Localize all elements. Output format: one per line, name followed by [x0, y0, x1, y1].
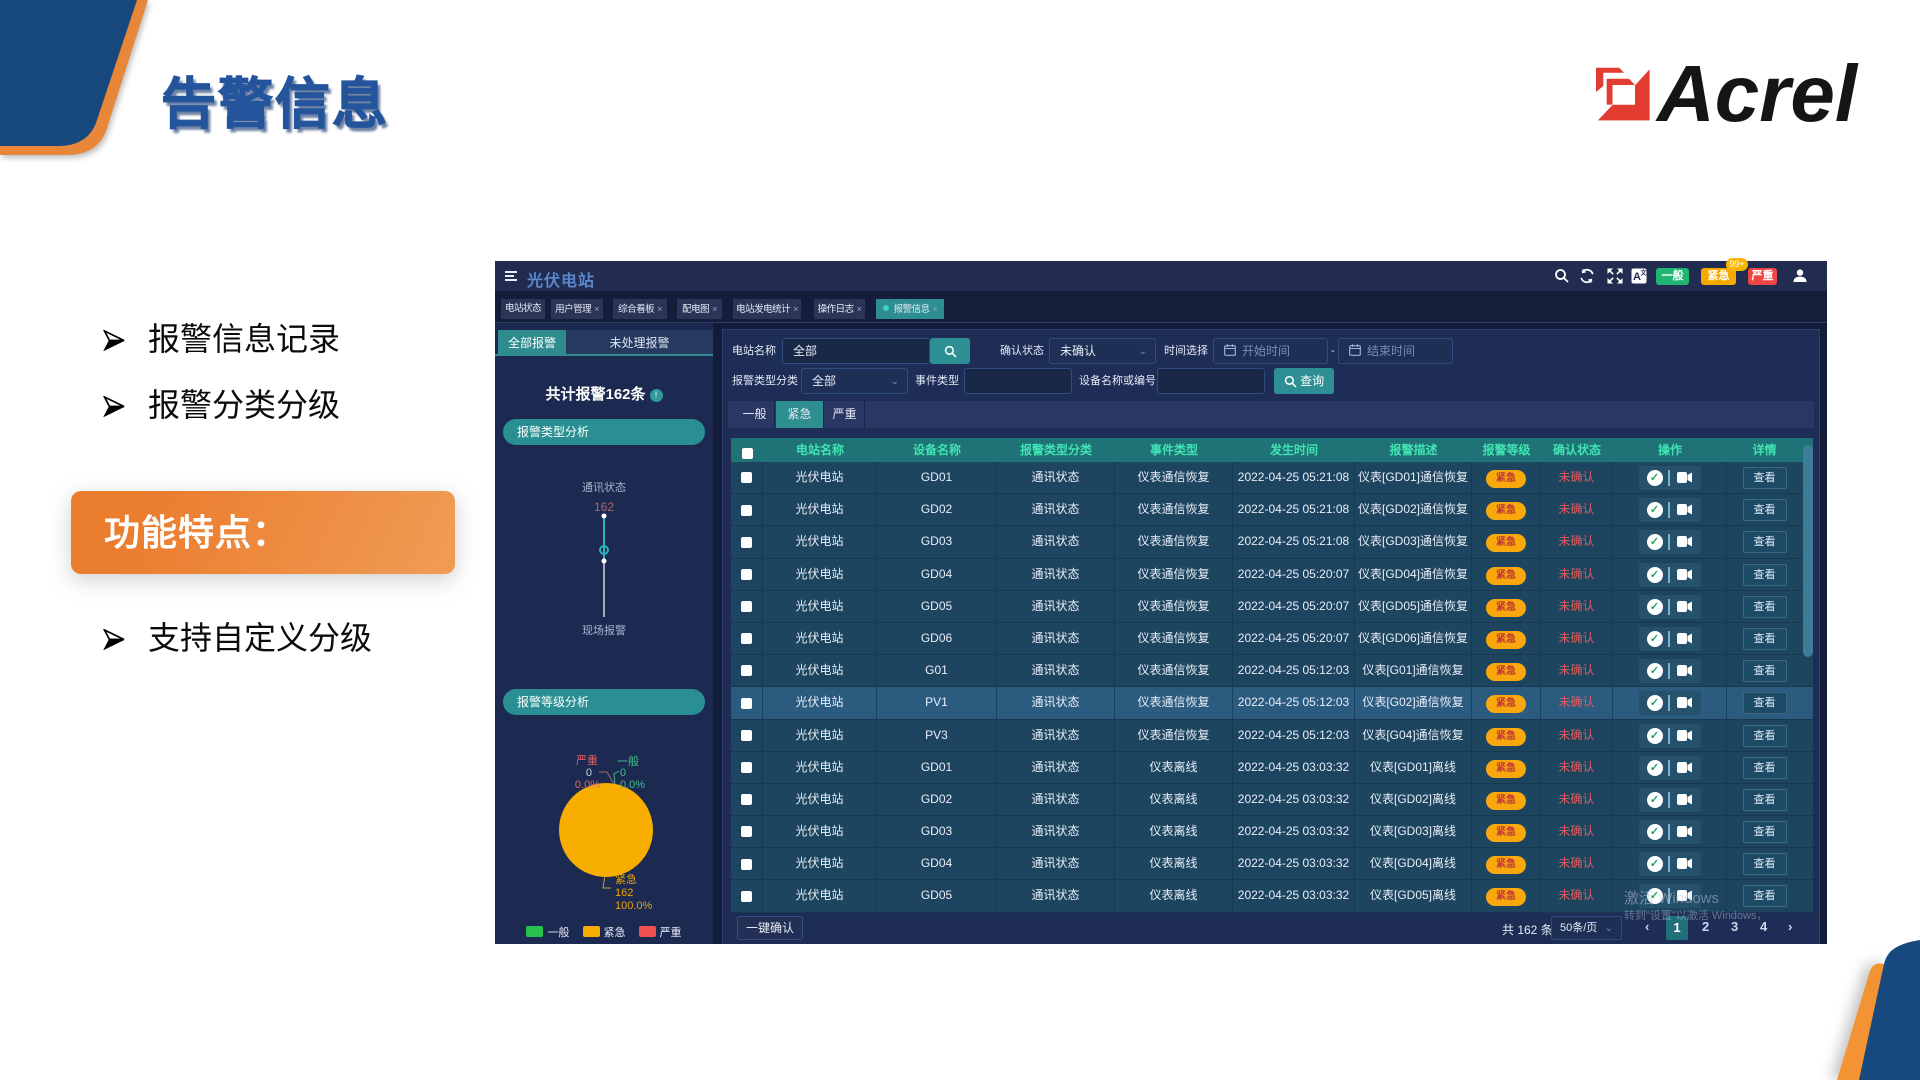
svg-text:0: 0: [586, 767, 592, 779]
svg-text:现场报警: 现场报警: [582, 623, 626, 637]
svg-text:0.0%: 0.0%: [620, 779, 645, 791]
svg-text:A: A: [1633, 271, 1641, 283]
svg-text:100.0%: 100.0%: [615, 900, 653, 912]
svg-text:0: 0: [620, 767, 626, 779]
svg-text:162: 162: [594, 500, 614, 514]
svg-text:一般: 一般: [617, 755, 639, 768]
svg-text:文: 文: [1639, 269, 1647, 277]
svg-text:0.0%: 0.0%: [575, 779, 600, 791]
svg-text:通讯状态: 通讯状态: [582, 480, 626, 494]
svg-text:严重: 严重: [576, 753, 598, 767]
svg-text:162: 162: [615, 887, 633, 899]
svg-text:紧急: 紧急: [615, 872, 637, 886]
